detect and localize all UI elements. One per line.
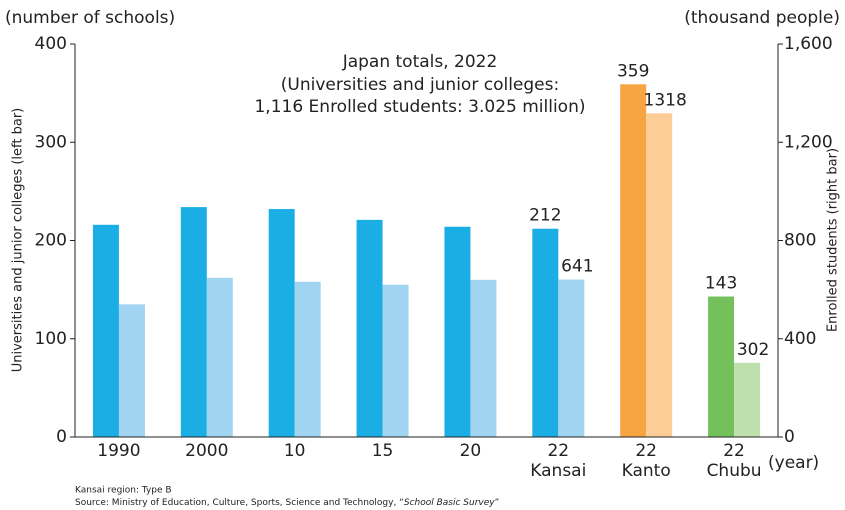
x-tick-sublabel: Kanto (622, 461, 671, 481)
bar (444, 226, 471, 437)
x-tick-label: 15 (372, 441, 394, 461)
x-tick-label: 2000 (185, 441, 228, 461)
bar (708, 296, 735, 437)
bar (532, 228, 559, 437)
bar (620, 84, 647, 437)
y-tick-label: 400 (35, 34, 67, 54)
value-label: 359 (617, 61, 649, 81)
y2-tick-label: 400 (784, 329, 816, 349)
x-tick-label: 10 (284, 441, 306, 461)
bar (646, 113, 673, 438)
y2-tick-label: 1,600 (784, 34, 833, 54)
x-tick-label: 22 (547, 441, 569, 461)
bar (180, 207, 207, 437)
x-unit: (year) (768, 453, 819, 473)
x-tick-label: 22 (635, 441, 657, 461)
bar (118, 304, 145, 437)
right-unit: (thousand people) (684, 8, 840, 28)
x-tick-label: 20 (460, 441, 482, 461)
y2-tick-label: 0 (784, 427, 795, 447)
value-label: 212 (529, 206, 561, 226)
x-tick-label: 1990 (97, 441, 140, 461)
bar (382, 284, 409, 437)
footnote: Kansai region: Type B (75, 486, 172, 496)
value-label: 1318 (644, 90, 687, 110)
annotation: 1,116 Enrolled students: 3.025 million) (254, 97, 585, 117)
y-axis-label: Universities and junior colleges (left b… (11, 108, 26, 373)
bar (356, 219, 383, 437)
y2-axis-label: Enrolled students (right bar) (826, 148, 841, 332)
x-tick-sublabel: Kansai (530, 461, 586, 481)
bar (470, 279, 497, 437)
x-tick-sublabel: Chubu (707, 461, 762, 481)
y-tick-label: 200 (35, 231, 67, 251)
bar (294, 281, 321, 437)
bar (206, 277, 233, 437)
left-unit: (number of schools) (5, 8, 175, 28)
y-tick-label: 100 (35, 329, 67, 349)
value-label: 641 (561, 257, 593, 277)
x-tick-label: 22 (723, 441, 745, 461)
y2-tick-label: 800 (784, 231, 816, 251)
value-label: 302 (737, 340, 769, 360)
source-suffix: ” (495, 498, 500, 508)
y-tick-label: 300 (35, 132, 67, 152)
annotation: Japan totals, 2022 (342, 52, 498, 72)
source-prefix: Source: Ministry of Education, Culture, … (75, 498, 404, 508)
bar (558, 279, 585, 437)
source-title: School Basic Survey (404, 498, 495, 508)
source: Source: Ministry of Education, Culture, … (75, 498, 499, 508)
annotation: (Universities and junior colleges: (281, 75, 559, 95)
y-tick-label: 0 (56, 427, 67, 447)
bar (92, 224, 119, 437)
y2-tick-label: 1,200 (784, 132, 833, 152)
value-label: 143 (705, 274, 737, 294)
bar (734, 362, 761, 437)
bar (268, 209, 295, 437)
